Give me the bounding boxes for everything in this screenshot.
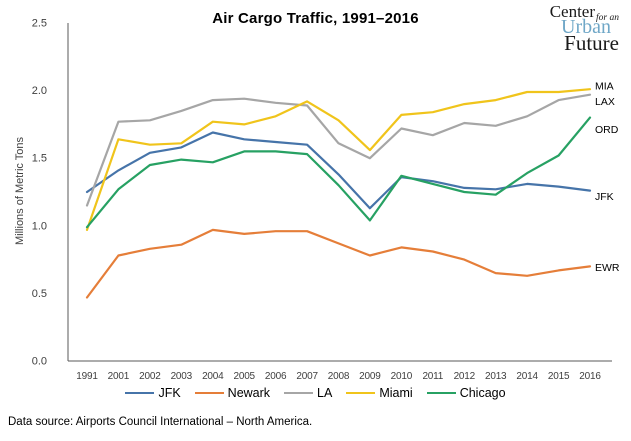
legend-item-chicago: Chicago [426, 386, 506, 400]
legend-swatch-chicago [426, 391, 456, 395]
x-tick-label: 2005 [233, 371, 255, 382]
x-tick-label: 2001 [108, 371, 130, 382]
logo-word-for-an: for an [596, 13, 619, 23]
x-tick-label: 2008 [328, 371, 350, 382]
y-tick-label: 0.5 [32, 288, 47, 300]
series-line-la [85, 93, 592, 207]
series-end-label-ewr: EWR [595, 262, 620, 274]
legend-item-miami: Miami [346, 386, 413, 400]
legend-swatch-la [284, 391, 314, 395]
logo-word-future: Future [564, 31, 619, 55]
y-tick-label: 1.5 [32, 153, 47, 165]
x-tick-label: 2014 [516, 371, 538, 382]
legend-item-jfk: JFK [125, 386, 181, 400]
x-tick-label: 2004 [202, 371, 224, 382]
x-tick-label: 2011 [422, 371, 443, 382]
x-tick-label: 2007 [296, 371, 318, 382]
series-line-chicago [85, 116, 592, 229]
legend-label: JFK [158, 386, 181, 400]
x-tick-label: 2016 [579, 371, 601, 382]
legend-swatch-newark [194, 391, 224, 395]
legend-label: LA [317, 386, 333, 400]
y-tick-label: 0.0 [32, 356, 47, 368]
legend-label: Newark [227, 386, 271, 400]
series-end-label-ord: ORD [595, 124, 619, 136]
series-end-label-jfk: JFK [595, 191, 614, 203]
series-line-newark [85, 228, 592, 299]
x-tick-label: 2012 [454, 371, 476, 382]
x-tick-label: 2006 [265, 371, 287, 382]
x-tick-label: 2010 [391, 371, 413, 382]
x-tick-label: 2015 [548, 371, 570, 382]
center-for-urban-future-logo: Centerfor an Urban Future [515, 1, 627, 59]
y-tick-label: 2.0 [32, 85, 47, 97]
legend-item-newark: Newark [194, 386, 271, 400]
data-source-note: Data source: Airports Council Internatio… [8, 416, 313, 428]
logo-word-urban: Urban [561, 16, 611, 38]
legend-label: Miami [379, 386, 413, 400]
x-tick-label: 2002 [139, 371, 161, 382]
logo-word-center: Center [549, 2, 596, 21]
x-tick-label: 2003 [171, 371, 193, 382]
series-end-label-lax: LAX [595, 96, 615, 108]
legend-item-la: LA [284, 386, 332, 400]
legend-swatch-jfk [125, 391, 155, 395]
x-tick-label: 2013 [485, 371, 507, 382]
chart-legend: JFK Newark LA Miami Chicago [0, 384, 631, 402]
x-tick-label: 2009 [359, 371, 381, 382]
legend-swatch-miami [346, 391, 376, 395]
chart-title: Air Cargo Traffic, 1991–2016 [212, 10, 419, 27]
y-tick-label: 2.5 [32, 18, 47, 30]
legend-label: Chicago [459, 386, 506, 400]
series-line-miami [85, 88, 592, 231]
y-tick-label: 1.0 [32, 220, 47, 232]
x-tick-label: 1991 [76, 371, 98, 382]
logo-line-1: Centerfor an [549, 2, 619, 23]
series-end-label-mia: MIA [595, 81, 614, 93]
